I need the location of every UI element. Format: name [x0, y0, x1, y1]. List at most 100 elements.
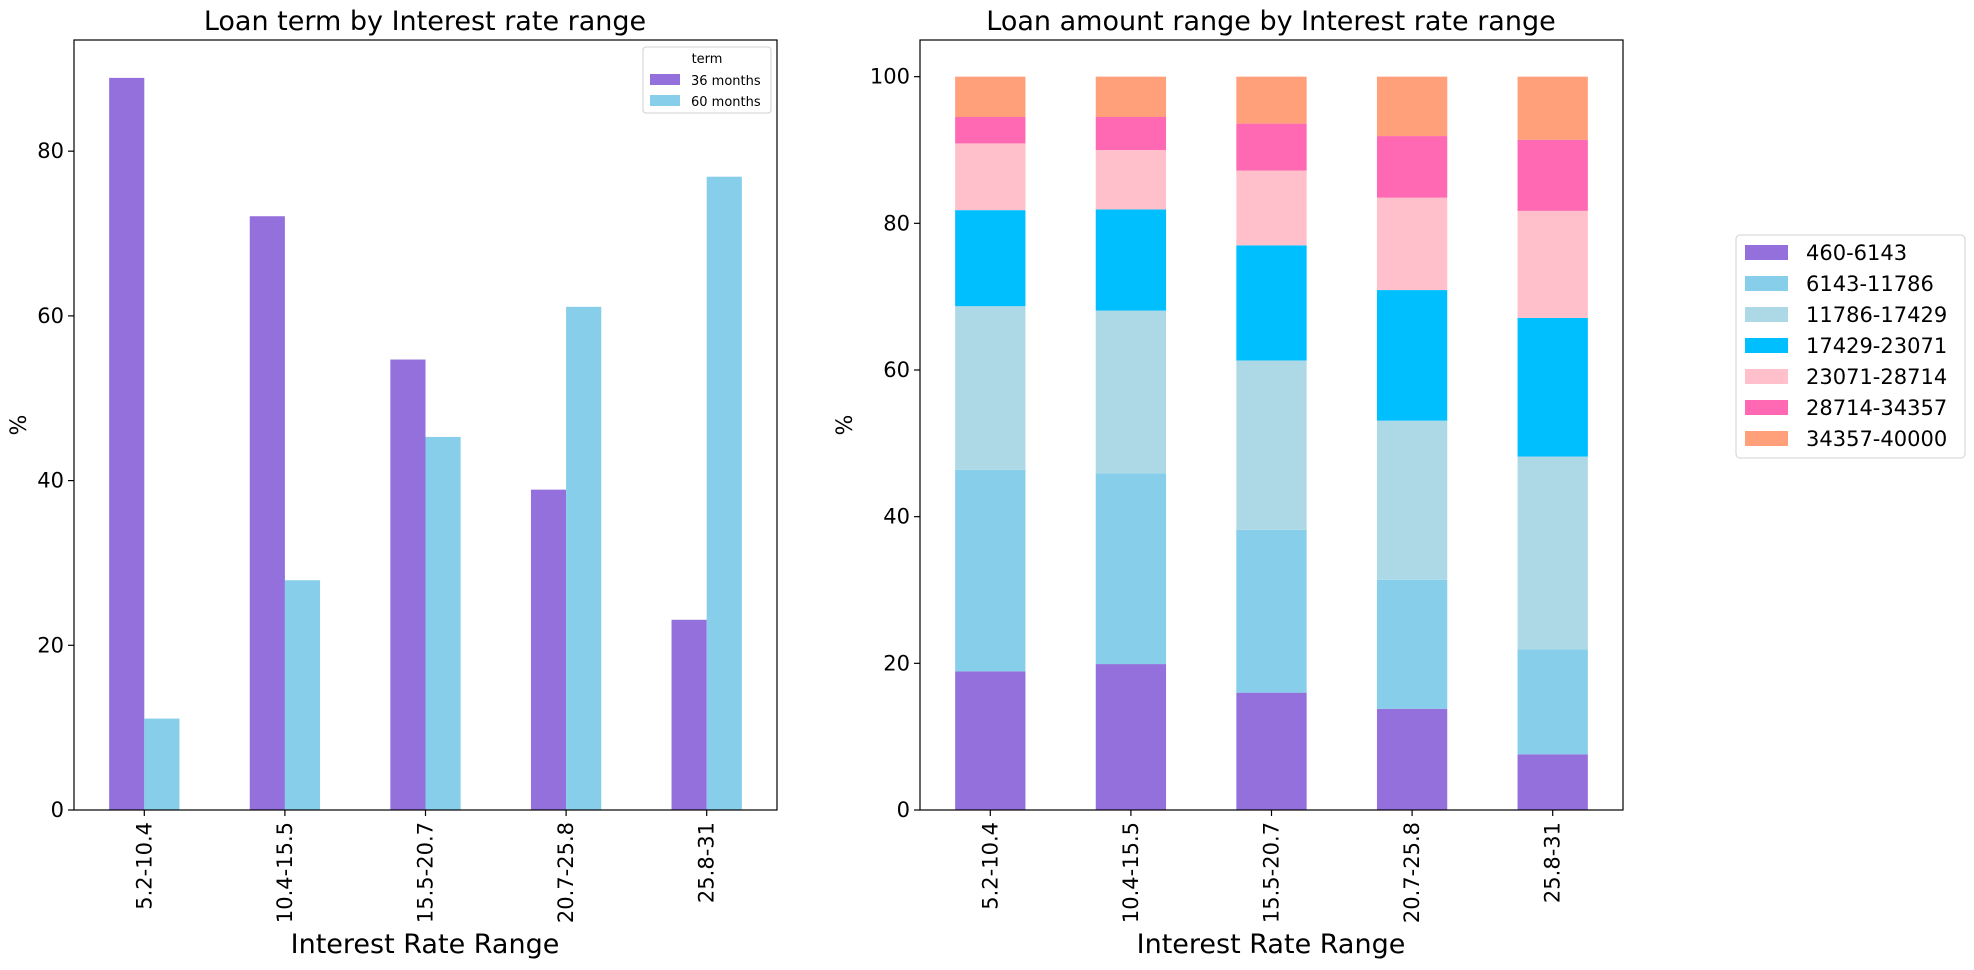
- y-axis-label: %: [833, 415, 858, 436]
- y-tick-label: 20: [37, 633, 64, 657]
- y-tick-label: 80: [37, 139, 64, 163]
- bar-60-months-15.5-20.7: [425, 436, 461, 810]
- legend-entry: 28714-34357: [1806, 396, 1947, 420]
- stack-460-6143-20.7-25.8: [1376, 708, 1448, 810]
- chart-title: Loan amount range by Interest rate range: [986, 6, 1555, 37]
- stack-11786-17429-25.8-31: [1517, 456, 1588, 650]
- x-tick-label: 15.5-20.7: [1260, 822, 1284, 923]
- stack-34357-40000-5.2-10.4: [955, 76, 1026, 117]
- legend-swatch: [1745, 369, 1788, 384]
- stack-11786-17429-20.7-25.8: [1376, 420, 1448, 580]
- x-tick-label: 25.8-31: [695, 822, 719, 903]
- legend-entry: 36 months: [691, 74, 761, 89]
- y-tick-label: 80: [883, 211, 910, 235]
- y-ticks: 0 20 40 60 80 100: [870, 65, 920, 822]
- legend-swatch: [1745, 307, 1788, 322]
- stack-17429-23071-20.7-25.8: [1376, 290, 1448, 421]
- x-axis-label: Interest Rate Range: [1137, 929, 1406, 960]
- legend-entry: 23071-28714: [1806, 365, 1947, 389]
- y-tick-label: 20: [883, 651, 910, 675]
- stack-28714-34357-10.4-15.5: [1095, 117, 1167, 150]
- legend-entry: 460-6143: [1806, 241, 1907, 265]
- stack-460-6143-10.4-15.5: [1095, 664, 1167, 810]
- stack-28714-34357-20.7-25.8: [1376, 136, 1448, 198]
- x-ticks: 5.2-10.4 10.4-15.5 15.5-20.7 20.7-25.8 25.8-…: [978, 810, 1565, 923]
- legend-entry: 60 months: [691, 95, 761, 110]
- stack-23071-28714-20.7-25.8: [1376, 197, 1448, 291]
- x-ticks: 5.2-10.4 10.4-15.5 15.5-20.7 20.7-25.8 25.8-…: [132, 810, 719, 923]
- legend: term 36 months 60 months: [642, 46, 772, 114]
- y-tick-label: 0: [51, 798, 64, 822]
- stack-460-6143-5.2-10.4: [955, 671, 1026, 810]
- y-tick-label: 60: [37, 304, 64, 328]
- bar-36-months-5.2-10.4: [109, 77, 145, 811]
- bar-36-months-25.8-31: [671, 619, 707, 810]
- legend-swatch: [1745, 276, 1788, 291]
- bar-60-months-10.4-15.5: [284, 580, 321, 810]
- x-tick-label: 5.2-10.4: [978, 822, 1002, 910]
- stack-34357-40000-10.4-15.5: [1095, 76, 1167, 117]
- bar-36-months-20.7-25.8: [530, 489, 567, 810]
- x-tick-label: 20.7-25.8: [1400, 822, 1424, 923]
- legend-swatch: [1745, 431, 1788, 446]
- stack-17429-23071-10.4-15.5: [1095, 209, 1167, 311]
- x-axis-label: Interest Rate Range: [291, 929, 560, 960]
- x-tick-label: 10.4-15.5: [1119, 822, 1143, 923]
- stack-17429-23071-25.8-31: [1517, 317, 1588, 457]
- bars-group: [955, 76, 1588, 810]
- stack-6143-11786-20.7-25.8: [1376, 579, 1448, 709]
- y-tick-label: 0: [897, 798, 910, 822]
- legend: 460-6143 6143-11786 11786-17429 17429-23071…: [1735, 234, 1966, 459]
- x-tick-label: 5.2-10.4: [132, 822, 156, 910]
- bar-60-months-5.2-10.4: [144, 718, 180, 810]
- legend-title: term: [692, 52, 723, 67]
- stack-17429-23071-5.2-10.4: [955, 210, 1026, 307]
- bar-60-months-25.8-31: [706, 176, 742, 811]
- stack-34357-40000-20.7-25.8: [1376, 76, 1448, 137]
- stack-11786-17429-15.5-20.7: [1236, 360, 1307, 530]
- stack-6143-11786-10.4-15.5: [1095, 473, 1167, 665]
- stack-460-6143-25.8-31: [1517, 754, 1588, 810]
- bar-36-months-15.5-20.7: [390, 359, 426, 810]
- legend-swatch: [650, 74, 680, 85]
- legend-entry: 34357-40000: [1806, 427, 1947, 451]
- legend-swatch: [1745, 245, 1788, 260]
- stack-23071-28714-5.2-10.4: [955, 143, 1026, 211]
- y-ticks: 0 20 40 60 80: [37, 139, 74, 822]
- x-tick-label: 15.5-20.7: [414, 822, 438, 923]
- y-tick-label: 40: [37, 469, 64, 493]
- legend-swatch: [1745, 400, 1788, 415]
- bar-36-months-10.4-15.5: [249, 216, 285, 810]
- x-tick-label: 20.7-25.8: [554, 822, 578, 923]
- y-tick-label: 60: [883, 358, 910, 382]
- stack-17429-23071-15.5-20.7: [1236, 245, 1307, 361]
- stack-28714-34357-25.8-31: [1517, 139, 1588, 211]
- bar-60-months-20.7-25.8: [566, 306, 602, 810]
- x-tick-label: 25.8-31: [1541, 822, 1565, 903]
- y-axis-label: %: [7, 415, 32, 436]
- bars-group: [109, 77, 742, 811]
- stack-6143-11786-25.8-31: [1517, 649, 1588, 755]
- legend-entry: 11786-17429: [1806, 303, 1947, 327]
- chart-loan-amount: Loan amount range by Interest rate range…: [833, 6, 1966, 960]
- y-tick-label: 100: [870, 65, 910, 89]
- stack-34357-40000-25.8-31: [1517, 76, 1588, 140]
- legend-swatch: [650, 95, 680, 106]
- stack-6143-11786-15.5-20.7: [1236, 529, 1307, 693]
- stack-460-6143-15.5-20.7: [1236, 692, 1307, 810]
- stack-11786-17429-5.2-10.4: [955, 306, 1026, 470]
- stack-23071-28714-15.5-20.7: [1236, 170, 1307, 246]
- legend-box: [1735, 234, 1966, 459]
- stack-28714-34357-5.2-10.4: [955, 117, 1026, 144]
- chart-title: Loan term by Interest rate range: [204, 6, 646, 37]
- stack-28714-34357-15.5-20.7: [1236, 123, 1307, 171]
- chart-loan-term: Loan term by Interest rate range 0 20 40 60…: [7, 6, 778, 960]
- legend-entry: 6143-11786: [1806, 272, 1934, 296]
- stack-11786-17429-10.4-15.5: [1095, 310, 1167, 474]
- x-tick-label: 10.4-15.5: [273, 822, 297, 923]
- legend-swatch: [1745, 338, 1788, 353]
- legend-entry: 17429-23071: [1806, 334, 1947, 358]
- stack-34357-40000-15.5-20.7: [1236, 76, 1307, 124]
- stack-6143-11786-5.2-10.4: [955, 469, 1026, 672]
